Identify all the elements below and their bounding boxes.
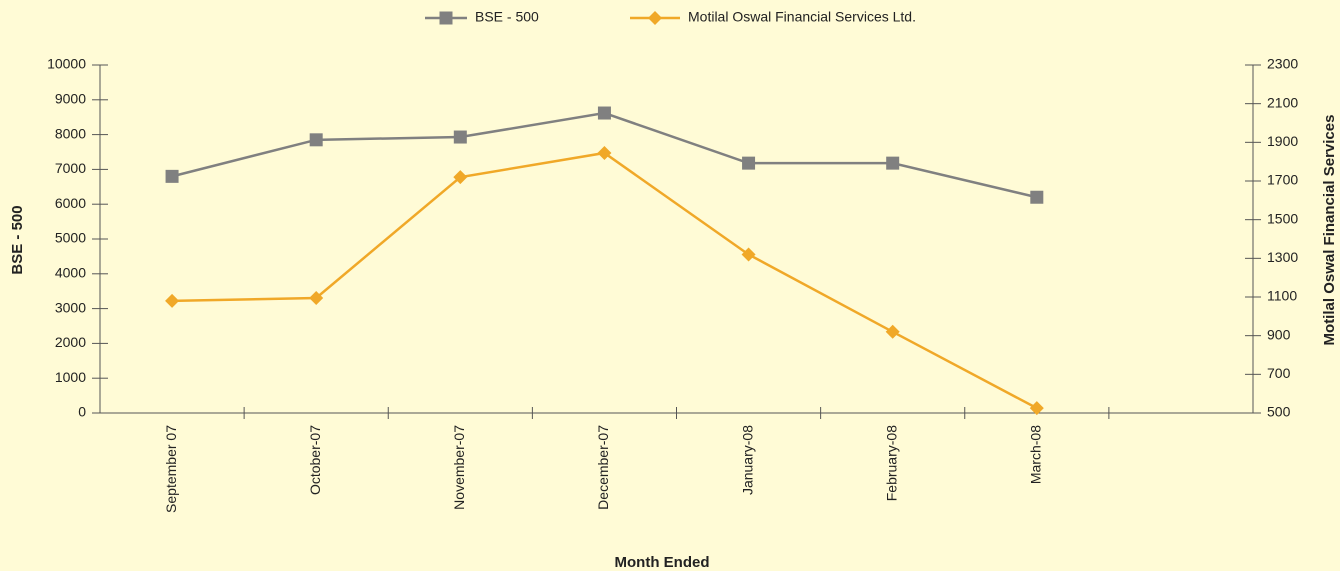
x-tick-label: October-07 bbox=[307, 425, 323, 495]
y2-tick-label: 1500 bbox=[1267, 210, 1298, 226]
y2-tick-label: 500 bbox=[1267, 404, 1291, 420]
y2-tick-label: 2100 bbox=[1267, 94, 1298, 110]
y-tick-label: 5000 bbox=[55, 230, 86, 246]
data-point bbox=[309, 290, 324, 305]
legend-marker bbox=[648, 11, 662, 25]
data-point bbox=[742, 156, 756, 170]
x-tick-label: February-08 bbox=[883, 425, 899, 501]
y-tick-label: 10000 bbox=[47, 56, 86, 72]
legend-marker bbox=[439, 11, 453, 25]
data-point bbox=[885, 324, 900, 339]
y-tick-label: 2000 bbox=[55, 334, 86, 350]
data-point bbox=[1030, 190, 1044, 204]
y-axis-title: BSE - 500 bbox=[9, 205, 26, 274]
data-point bbox=[597, 106, 611, 120]
y-tick-label: 7000 bbox=[55, 160, 86, 176]
legend-label: Motilal Oswal Financial Services Ltd. bbox=[688, 9, 916, 25]
y2-tick-label: 700 bbox=[1267, 365, 1291, 381]
legend-label: BSE - 500 bbox=[475, 9, 539, 25]
y-tick-label: 6000 bbox=[55, 195, 86, 211]
y-tick-label: 4000 bbox=[55, 265, 86, 281]
y2-tick-label: 1300 bbox=[1267, 249, 1298, 265]
data-point bbox=[309, 133, 323, 147]
y-tick-label: 9000 bbox=[55, 91, 86, 107]
x-tick-label: March-08 bbox=[1028, 425, 1044, 484]
data-point bbox=[1029, 401, 1044, 416]
y-tick-label: 1000 bbox=[55, 369, 86, 385]
data-point bbox=[453, 170, 468, 185]
y2-axis-title: Motilal Oswal Financial Services bbox=[1321, 115, 1338, 346]
y2-tick-label: 900 bbox=[1267, 326, 1291, 342]
y-tick-label: 0 bbox=[78, 404, 86, 420]
x-tick-label: December-07 bbox=[595, 425, 611, 510]
data-point bbox=[453, 130, 467, 144]
x-tick-label: November-07 bbox=[451, 425, 467, 510]
data-point bbox=[597, 145, 612, 160]
y2-tick-label: 1700 bbox=[1267, 172, 1298, 188]
y-tick-label: 8000 bbox=[55, 125, 86, 141]
data-point bbox=[165, 293, 180, 308]
y2-tick-label: 1100 bbox=[1267, 288, 1297, 304]
data-point bbox=[741, 247, 756, 262]
data-point bbox=[165, 169, 179, 183]
x-tick-label: September 07 bbox=[163, 425, 179, 513]
data-point bbox=[886, 156, 900, 170]
x-axis-title: Month Ended bbox=[615, 554, 710, 571]
x-tick-label: January-08 bbox=[739, 425, 755, 495]
y-tick-label: 3000 bbox=[55, 299, 86, 315]
y2-tick-label: 2300 bbox=[1267, 56, 1298, 72]
y2-tick-label: 1900 bbox=[1267, 133, 1298, 149]
